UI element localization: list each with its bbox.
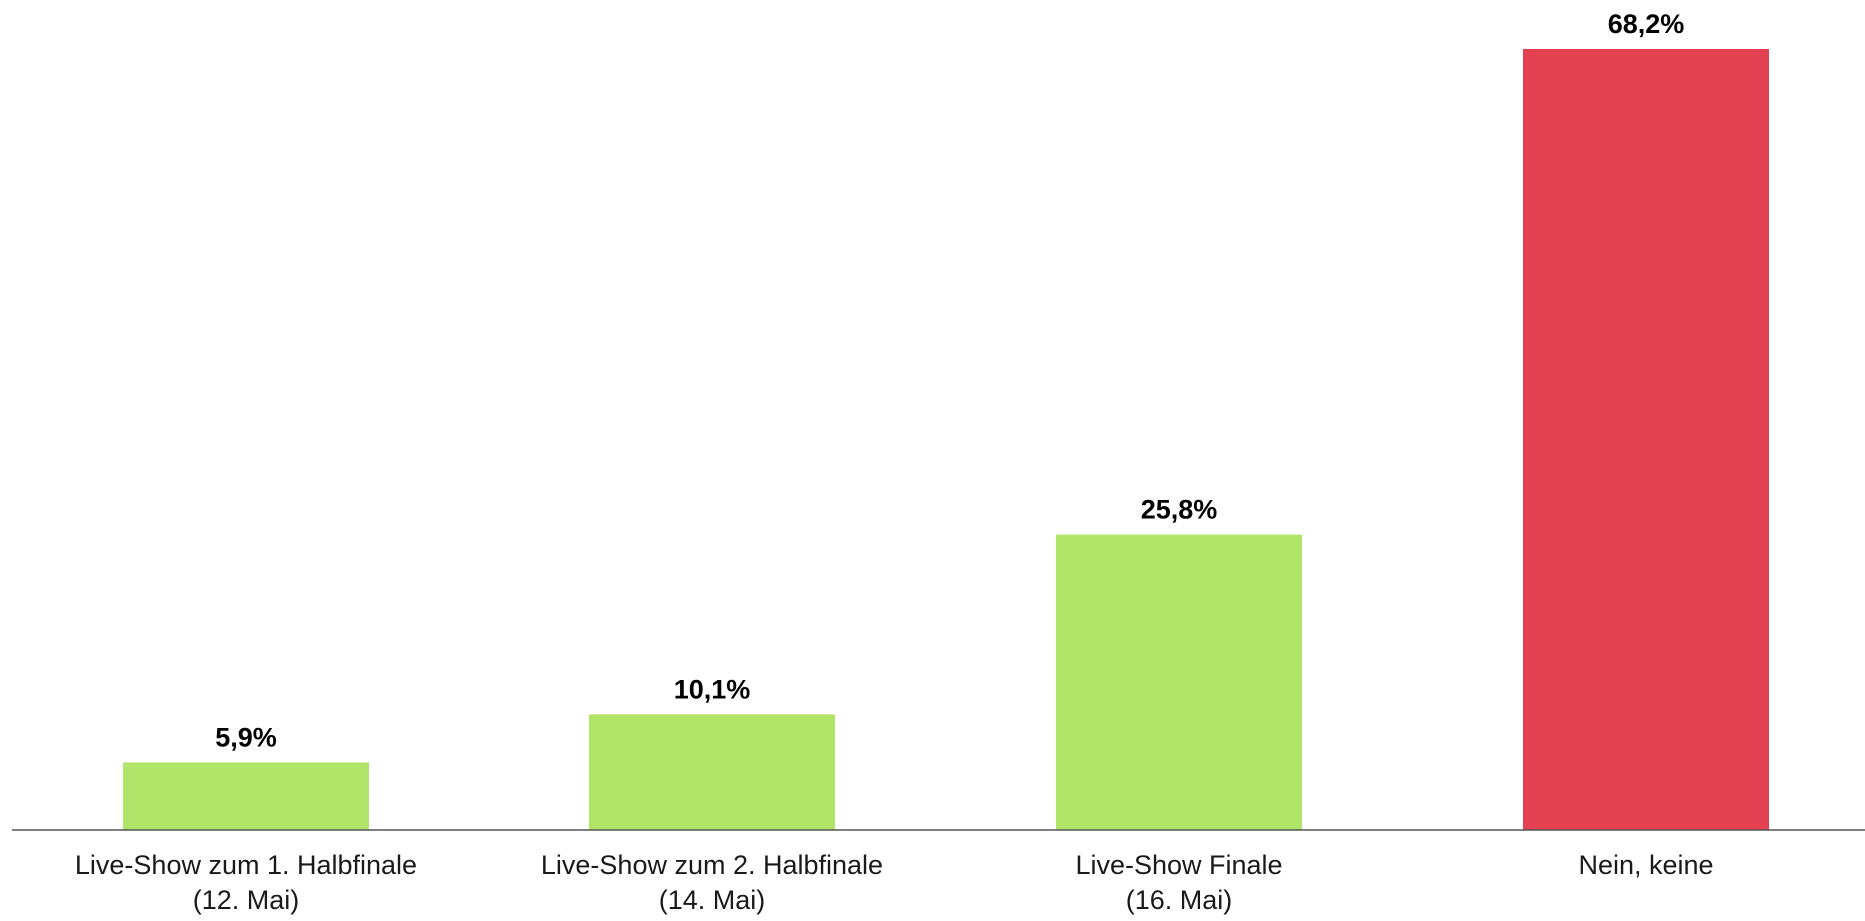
category-label-3-line-1: Live-Show Finale [1075,850,1282,880]
category-labels-group: Live-Show zum 1. Halbfinale (12. Mai) Live… [75,850,1714,915]
category-label-3-line-2: (16. Mai) [1126,885,1233,915]
value-label-2: 10,1% [674,674,751,704]
bar-2 [589,714,835,830]
category-label-1-line-1: Live-Show zum 1. Halbfinale [75,850,417,880]
bar-3 [1056,535,1302,830]
category-label-1-line-2: (12. Mai) [193,885,300,915]
category-label-2-line-2: (14. Mai) [659,885,766,915]
value-labels-group: 5,9% 10,1% 25,8% 68,2% [215,9,1684,752]
bar-1 [123,762,369,830]
bar-4 [1523,49,1769,830]
category-label-4-line-1: Nein, keine [1578,850,1713,880]
value-label-3: 25,8% [1141,495,1218,525]
value-label-1: 5,9% [215,722,277,752]
value-label-4: 68,2% [1608,9,1685,39]
category-label-2-line-1: Live-Show zum 2. Halbfinale [541,850,883,880]
bars-group [123,49,1769,830]
